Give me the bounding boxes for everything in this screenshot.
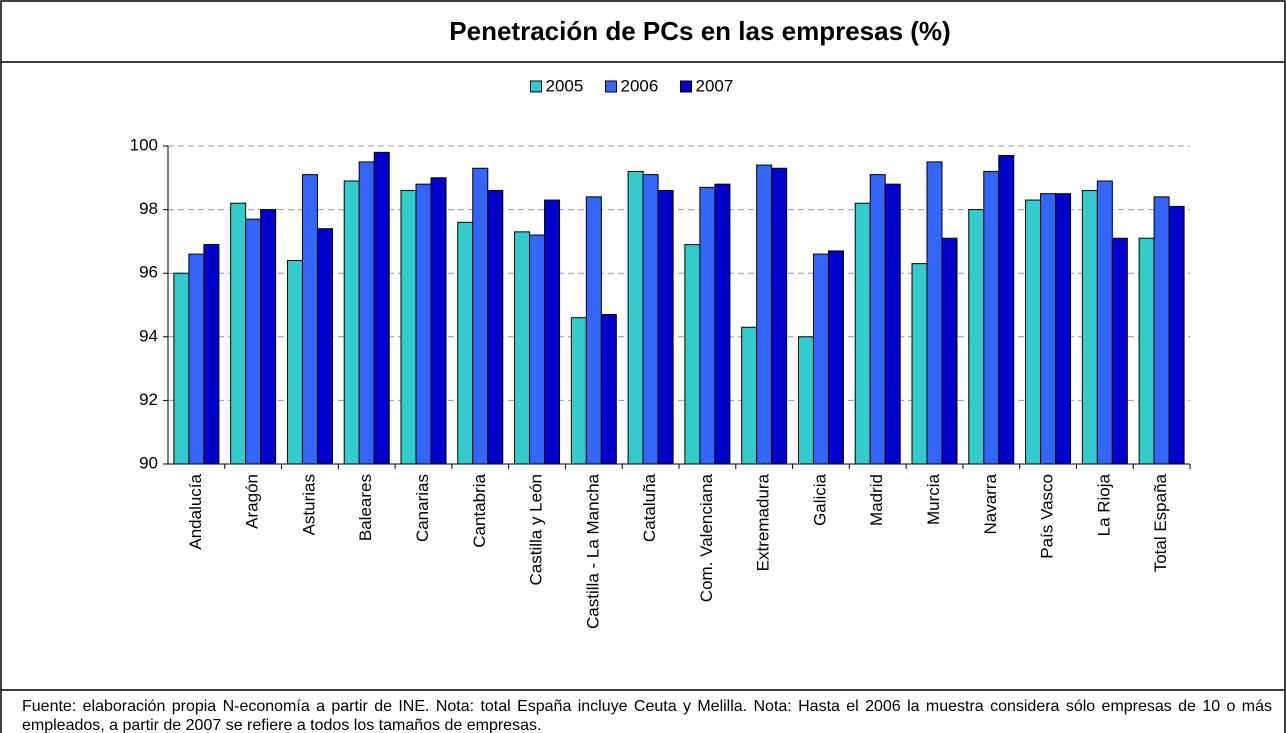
legend-swatch <box>530 80 542 93</box>
legend-label: 2007 <box>696 76 734 95</box>
bar <box>570 317 587 465</box>
bar <box>173 272 190 465</box>
bar <box>827 250 844 465</box>
y-tick-label: 92 <box>139 390 158 409</box>
bar <box>529 234 546 465</box>
x-tick-label: Com. Valenciana <box>697 473 716 602</box>
bar <box>260 209 277 465</box>
bar <box>968 209 985 465</box>
bar <box>487 190 504 465</box>
bar <box>400 190 417 465</box>
bar <box>627 170 644 465</box>
bar <box>1081 190 1098 465</box>
x-tick-label: Murcia <box>924 473 943 525</box>
bar <box>1111 237 1128 465</box>
bar <box>756 164 773 465</box>
x-tick-label: Cantabria <box>470 473 489 547</box>
bar <box>1138 237 1155 465</box>
x-tick-label: Cataluña <box>640 473 659 542</box>
y-tick-label: 90 <box>139 453 158 472</box>
bar <box>245 218 262 465</box>
bar <box>316 228 333 465</box>
y-tick-label: 98 <box>139 199 158 218</box>
bar <box>941 237 958 465</box>
bar <box>998 155 1015 465</box>
bar <box>600 314 617 465</box>
bar <box>854 202 871 465</box>
bar <box>642 174 659 465</box>
x-tick-label: Canarias <box>413 474 432 542</box>
chart-title: Penetración de PCs en las empresas (%) <box>449 16 950 46</box>
bar <box>585 196 602 465</box>
x-tick-label: Navarra <box>981 473 1000 534</box>
bar <box>230 202 247 465</box>
legend-swatch <box>680 80 692 93</box>
x-tick-label: Total España <box>1151 473 1170 572</box>
y-tick-label: 100 <box>130 135 158 154</box>
bar <box>714 183 731 465</box>
x-tick-label: Extremadura <box>754 473 773 571</box>
bar <box>1096 180 1113 465</box>
y-tick-label: 94 <box>139 326 158 345</box>
bar <box>869 174 886 465</box>
bar <box>911 263 928 465</box>
bar <box>544 199 561 465</box>
bar <box>1040 193 1057 465</box>
bar <box>684 244 701 465</box>
bar <box>457 221 474 465</box>
bar <box>926 161 943 465</box>
x-tick-label: Castilla - La Mancha <box>583 473 602 629</box>
footnote: Fuente: elaboración propia N-economía a … <box>22 698 1272 733</box>
bar <box>188 253 205 465</box>
x-tick-label: País Vasco <box>1038 474 1057 559</box>
legend-label: 2006 <box>621 76 659 95</box>
bar <box>657 190 674 465</box>
bar <box>301 174 318 465</box>
bar <box>203 244 220 465</box>
x-tick-label: Aragón <box>243 474 262 529</box>
bar <box>1168 205 1185 465</box>
bar <box>771 167 788 465</box>
bar <box>472 167 489 465</box>
bar <box>812 253 829 465</box>
bar <box>983 170 1000 465</box>
x-tick-label: Castilla y León <box>527 474 546 586</box>
x-tick-label: Baleares <box>356 474 375 541</box>
legend-label: 2005 <box>546 76 584 95</box>
x-tick-label: Madrid <box>867 474 886 526</box>
y-tick-label: 96 <box>139 263 158 282</box>
x-tick-label: Andalucía <box>186 473 205 549</box>
bar <box>1153 196 1170 465</box>
bar <box>699 186 716 465</box>
bar <box>343 180 360 465</box>
bar <box>415 183 432 465</box>
bar <box>1055 193 1072 465</box>
x-tick-label: Galicia <box>810 473 829 526</box>
bar <box>514 231 531 465</box>
x-tick-label: Asturias <box>299 474 318 535</box>
bar <box>1025 199 1042 465</box>
legend-swatch <box>605 80 617 93</box>
x-tick-label: La Rioja <box>1094 473 1113 536</box>
bar <box>797 336 814 465</box>
bar <box>741 326 758 465</box>
bar <box>884 183 901 465</box>
bar <box>430 177 447 465</box>
bar <box>286 259 303 465</box>
bar <box>373 151 390 465</box>
bar <box>358 161 375 465</box>
